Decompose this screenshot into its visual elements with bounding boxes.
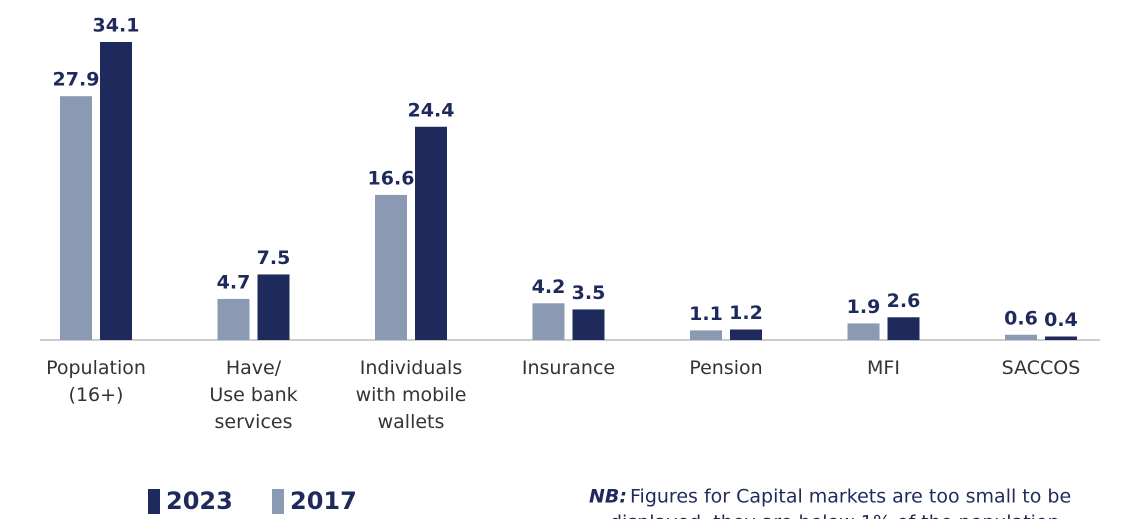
note-label: NB: — [589, 486, 627, 508]
x-tick-label: MFI — [867, 357, 900, 379]
bar — [257, 274, 290, 340]
bar — [532, 303, 565, 340]
bar — [572, 309, 605, 340]
value-label: 3.5 — [572, 282, 606, 304]
value-label: 24.4 — [408, 99, 455, 121]
note-text: displayed, they are below 1% of the popu… — [610, 512, 1060, 519]
x-tick-label-line: Insurance — [522, 357, 615, 379]
bar — [100, 42, 132, 340]
legend-swatch — [148, 489, 160, 514]
value-label: 1.1 — [689, 303, 723, 325]
bar — [1005, 334, 1037, 340]
x-tick-label-line: MFI — [867, 357, 900, 379]
x-tick-label-line: Use bank — [209, 384, 297, 406]
legend-swatch — [272, 489, 284, 514]
value-label: 0.4 — [1044, 309, 1078, 331]
x-tick-label: SACCOS — [1002, 357, 1081, 379]
bar — [1045, 336, 1077, 340]
x-tick-label: Insurance — [522, 357, 615, 379]
bar — [730, 329, 762, 340]
bar — [375, 194, 407, 340]
legend-label: 2017 — [290, 487, 357, 515]
value-label: 1.2 — [729, 302, 763, 324]
x-tick-label-line: Have/ — [226, 357, 282, 379]
x-tick-label-line: services — [215, 411, 293, 433]
value-label: 34.1 — [93, 15, 140, 37]
x-tick-label: Have/Use bank services — [209, 357, 297, 433]
value-label: 2.6 — [887, 290, 921, 312]
x-tick-label-line: (16+) — [69, 384, 124, 406]
x-tick-label: Population (16+) — [46, 357, 146, 406]
note-text: Figures for Capital markets are too smal… — [630, 486, 1071, 508]
x-tick-label-line: with mobile — [356, 384, 467, 406]
x-tick-label: Pension — [689, 357, 762, 379]
value-label: 0.6 — [1004, 307, 1038, 329]
value-label: 27.9 — [53, 69, 100, 91]
value-label: 1.9 — [847, 296, 881, 318]
x-tick-label-line: Pension — [689, 357, 762, 379]
bar — [887, 317, 920, 340]
x-tick-label-line: wallets — [378, 411, 445, 433]
value-label: 7.5 — [257, 247, 291, 269]
bar — [60, 96, 92, 340]
bar — [690, 330, 722, 340]
x-tick-label-line: Population — [46, 357, 146, 379]
value-label: 4.2 — [532, 276, 566, 298]
x-tick-label-line: Individuals — [360, 357, 462, 379]
legend-label: 2023 — [166, 487, 233, 515]
value-label: 16.6 — [368, 167, 415, 189]
bar — [415, 126, 447, 340]
x-tick-label: Individuals with mobile wallets — [356, 357, 467, 433]
bar — [217, 298, 250, 340]
x-tick-label-line: SACCOS — [1002, 357, 1081, 379]
bar — [847, 323, 880, 340]
value-label: 4.7 — [217, 271, 251, 293]
